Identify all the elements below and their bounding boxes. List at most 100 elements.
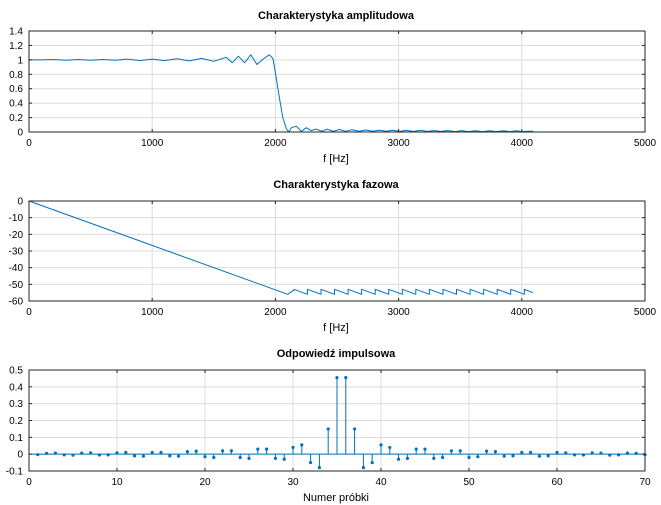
impulse-stem-marker — [555, 450, 559, 455]
impulse-stem-marker — [229, 449, 233, 453]
phase-ytick-label: -50 — [9, 280, 24, 291]
phase-ytick-label: -60 — [9, 297, 24, 308]
impulse-stem-marker — [361, 466, 365, 470]
impulse-stem-marker — [449, 449, 453, 453]
amplitude-xtick-label: 5000 — [634, 138, 657, 149]
impulse-stem-marker — [282, 457, 286, 461]
amplitude-ytick-label: 0.6 — [9, 84, 23, 95]
impulse-stem-marker — [335, 375, 339, 380]
impulse-stem-marker — [326, 427, 330, 431]
impulse-xlabel: Numer próbki — [303, 492, 369, 504]
impulse-panel: Odpowiedź impulsowa Numer próbki 0 10 20 30… — [6, 348, 651, 504]
phase-panel: Charakterystyka fazowa f [Hz] 0 1000 2000 3… — [9, 179, 657, 334]
amplitude-xtick-label: 4000 — [511, 138, 534, 149]
impulse-xtick-label: 40 — [375, 477, 387, 488]
impulse-stem-marker — [405, 456, 409, 460]
amplitude-ytick-label: 1.2 — [9, 41, 23, 52]
impulse-ytick-label: 0.4 — [9, 382, 23, 393]
impulse-stem-marker — [36, 453, 40, 457]
amplitude-ytick-label: 0.4 — [9, 99, 23, 110]
impulse-title: Odpowiedź impulsowa — [277, 348, 396, 360]
impulse-stem-marker — [529, 450, 533, 455]
amplitude-axes-frame — [28, 30, 646, 133]
amplitude-title: Charakterystyka amplitudowa — [258, 10, 415, 22]
amplitude-xtick-label: 0 — [26, 138, 32, 149]
impulse-stem-marker — [291, 445, 295, 450]
impulse-stem-marker — [212, 455, 216, 460]
amplitude-panel: Charakterystyka amplitudowa f [Hz] 0 1000… — [9, 10, 656, 165]
phase-xtick-label: 2000 — [264, 307, 287, 318]
impulse-stem-marker — [89, 451, 93, 455]
impulse-stem-marker — [238, 455, 242, 460]
amplitude-ytick-label: 0.2 — [9, 113, 23, 124]
amplitude-xlabel: f [Hz] — [323, 153, 349, 165]
impulse-stem-marker — [177, 454, 181, 458]
impulse-stem-marker — [300, 443, 304, 447]
impulse-stem-marker — [379, 443, 383, 447]
impulse-stem-marker — [317, 466, 321, 470]
phase-ytick-label: -40 — [9, 263, 24, 274]
amplitude-xtick-label: 1000 — [141, 138, 164, 149]
impulse-xtick-label: 10 — [111, 477, 123, 488]
impulse-stem-marker — [265, 447, 269, 451]
impulse-stem-marker — [353, 427, 357, 431]
impulse-stem-marker — [273, 456, 277, 460]
impulse-stem-marker — [590, 451, 594, 455]
impulse-stem-marker — [441, 455, 445, 460]
impulse-stem-marker — [344, 375, 348, 380]
impulse-stem-marker — [502, 454, 506, 458]
phase-xtick-label: 1000 — [141, 307, 164, 318]
impulse-stem-marker — [221, 449, 225, 453]
impulse-stem-marker — [423, 447, 427, 451]
impulse-xtick-label: 70 — [639, 477, 651, 488]
impulse-ytick-label: -0.1 — [6, 467, 24, 478]
impulse-stem-marker — [493, 450, 497, 454]
impulse-stem-marker — [370, 460, 374, 465]
impulse-ytick-label: 0.2 — [9, 416, 23, 427]
impulse-xtick-label: 60 — [551, 477, 563, 488]
phase-xtick-label: 3000 — [387, 307, 410, 318]
amplitude-xtick-label: 3000 — [387, 138, 410, 149]
phase-xtick-label: 5000 — [634, 307, 657, 318]
phase-xlabel: f [Hz] — [323, 322, 349, 334]
impulse-stem-marker — [256, 447, 260, 451]
impulse-stem-marker — [511, 454, 515, 458]
impulse-stem-marker — [203, 455, 207, 459]
impulse-stem-marker — [159, 450, 163, 455]
phase-title: Charakterystyka fazowa — [273, 179, 399, 191]
impulse-stem-marker — [467, 455, 471, 460]
phase-ytick-label: 0 — [17, 197, 23, 208]
phase-ytick-label: -30 — [9, 247, 24, 258]
amplitude-ytick-label: 1.4 — [9, 27, 23, 38]
impulse-xtick-label: 30 — [287, 477, 299, 488]
amplitude-ytick-label: 1 — [17, 55, 23, 66]
impulse-stem-marker — [309, 460, 313, 465]
impulse-stem-marker — [397, 457, 401, 461]
amplitude-series-line — [29, 54, 533, 133]
impulse-stem-marker — [520, 450, 524, 455]
phase-xtick-label: 0 — [26, 307, 32, 318]
impulse-stem-marker — [458, 449, 462, 453]
impulse-stem-marker — [115, 451, 119, 455]
phase-ytick-label: -10 — [9, 213, 24, 224]
impulse-stem-marker — [133, 454, 137, 458]
impulse-stem-marker — [537, 454, 542, 458]
amplitude-ytick-label: 0 — [17, 128, 23, 139]
impulse-stem-marker — [247, 456, 251, 460]
impulse-stem-marker — [432, 456, 436, 460]
phase-xtick-label: 4000 — [511, 307, 534, 318]
impulse-stem-marker — [564, 451, 568, 455]
amplitude-ytick-label: 0.8 — [9, 70, 23, 81]
impulse-stem-marker — [194, 449, 198, 453]
impulse-stem-marker — [388, 445, 392, 450]
impulse-stem-marker — [150, 450, 154, 455]
impulse-stem-marker — [485, 449, 489, 453]
impulse-ytick-label: 0 — [17, 450, 23, 461]
impulse-ytick-label: 0.3 — [9, 399, 23, 410]
impulse-stem-marker — [124, 450, 128, 455]
impulse-stem-marker — [546, 454, 550, 458]
impulse-stem-marker — [185, 450, 189, 454]
impulse-stem-marker — [414, 447, 418, 451]
